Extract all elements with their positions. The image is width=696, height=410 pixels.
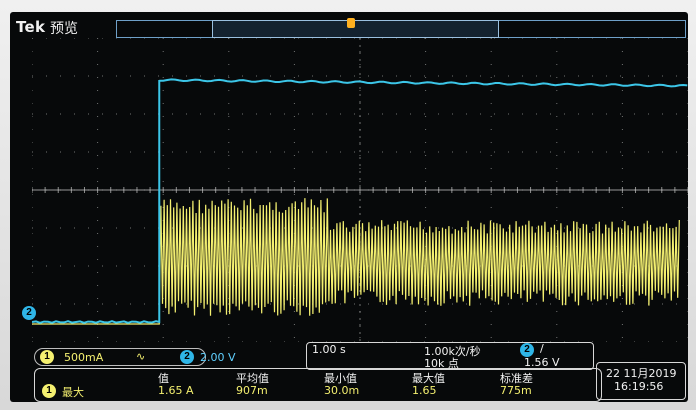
measurement-type: 最大: [62, 386, 84, 399]
meas-col-header: 最大值: [412, 372, 445, 385]
trigger-position-icon: [347, 18, 355, 28]
sample-rate: 1.00k次/秒: [424, 345, 481, 358]
ch1-scale: 500mA: [64, 351, 104, 364]
acquisition-mode: 预览: [50, 21, 78, 37]
meas-col-header: 最小值: [324, 372, 357, 385]
ch1-current-trace: [32, 198, 680, 325]
meas-col-value: 907m: [236, 384, 268, 397]
date-time-readout: [596, 362, 686, 400]
record-view-window: [212, 20, 499, 38]
record-length: 10k 点: [424, 357, 459, 370]
trigger-level: 1.56 V: [524, 356, 560, 369]
measurement-panel[interactable]: [34, 368, 602, 402]
measurement-source-badge: 1: [42, 384, 56, 398]
date-label: 22 11月2019: [606, 367, 677, 380]
ch2-scale: 2.00 V: [200, 351, 236, 364]
channel-scale-readout[interactable]: [34, 348, 206, 366]
waveform-display: [32, 38, 688, 342]
meas-col-value: 775m: [500, 384, 532, 397]
ch2-ground-marker[interactable]: 2: [22, 306, 36, 320]
meas-col-header: 标准差: [500, 372, 533, 385]
ch2-badge: 2: [180, 350, 194, 364]
time-label: 16:19:56: [614, 380, 664, 393]
bandwidth-limit-icon: ∿: [136, 350, 146, 363]
horizontal-trigger-readout[interactable]: [306, 342, 594, 370]
ch1-badge: 1: [40, 350, 54, 364]
ch2-voltage-trace: [32, 78, 688, 324]
meas-col-value: 30.0m: [324, 384, 360, 397]
scope-screen: Tek 预览 2 1 500mA ∿ 2 2.00 V 1.00 s 1.00k…: [10, 12, 688, 402]
meas-col-header: 值: [158, 372, 169, 385]
trigger-source-badge: 2: [520, 343, 534, 357]
meas-col-value: 1.65: [412, 384, 437, 397]
meas-col-header: 平均值: [236, 372, 269, 385]
brand-logo: Tek: [16, 18, 46, 36]
meas-col-value: 1.65 A: [158, 384, 194, 397]
trigger-slope-icon: /: [540, 342, 544, 355]
time-per-div: 1.00 s: [312, 343, 346, 356]
